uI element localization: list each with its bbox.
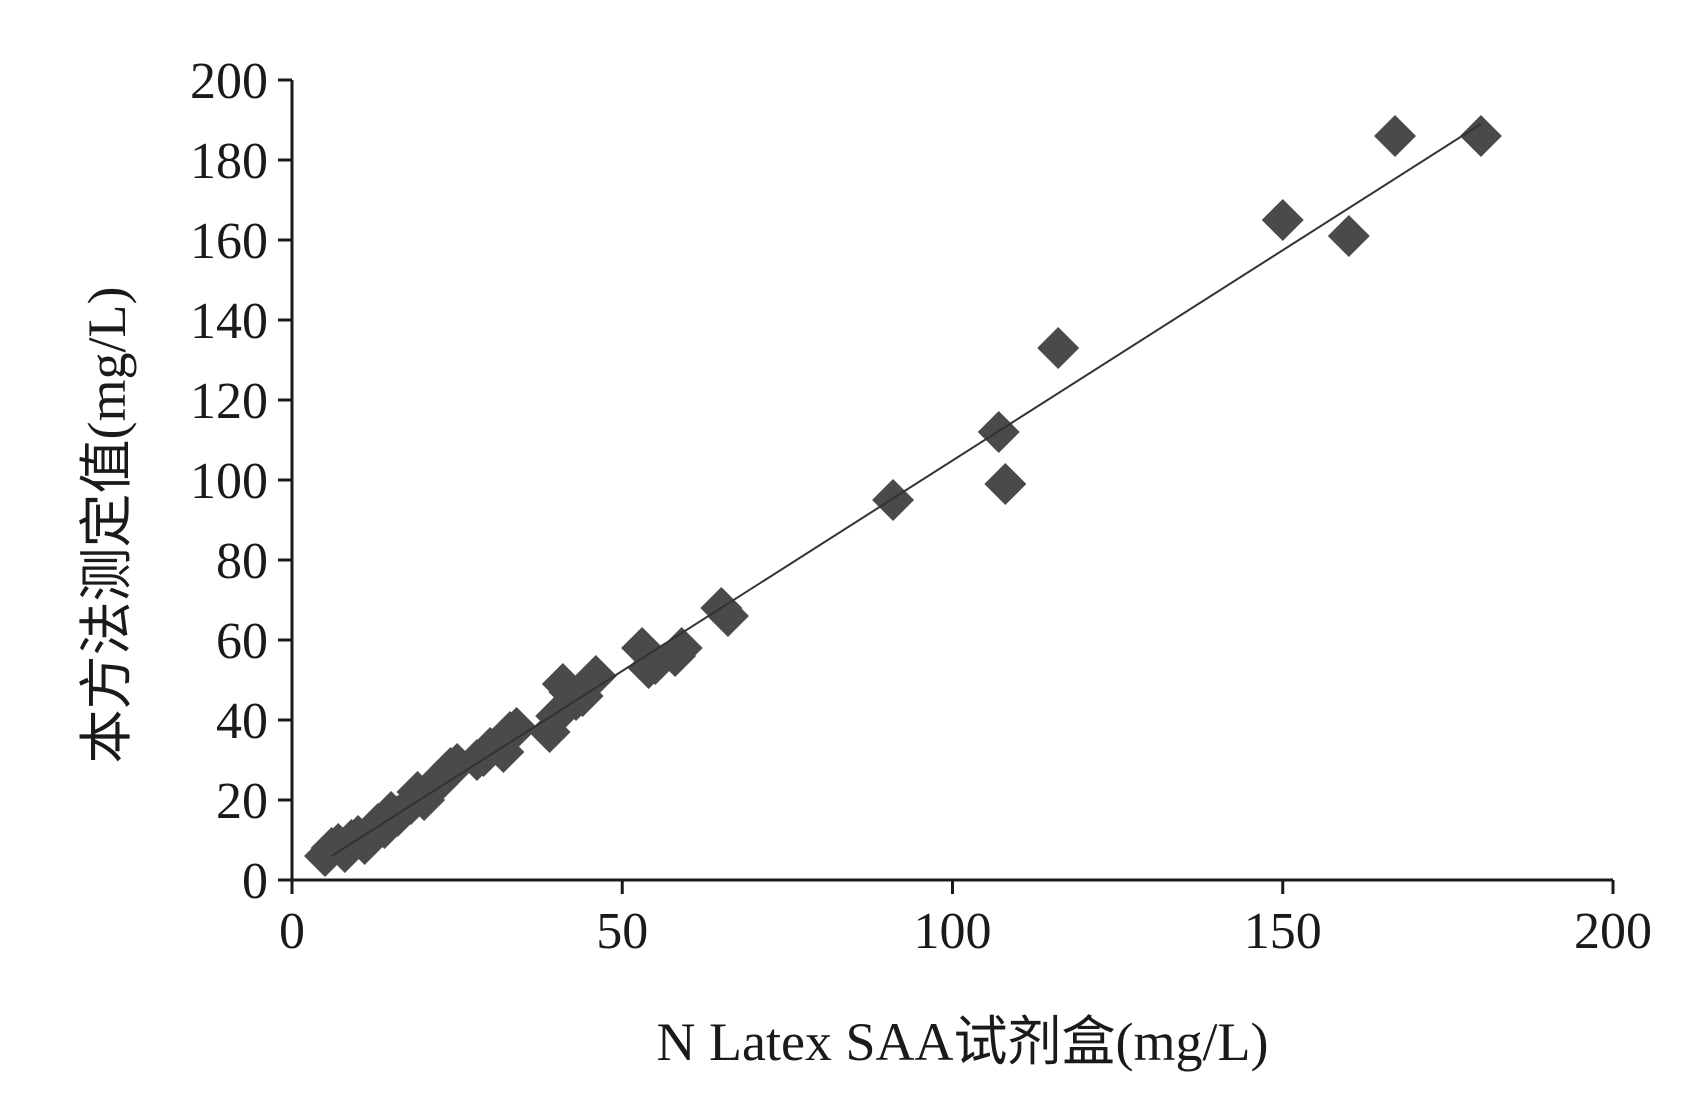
data-point [1459,115,1502,157]
data-point [1327,215,1370,257]
data-point [706,595,749,637]
trend-line [331,123,1482,857]
y-axis-ticks: 0 20 40 60 80 100 120 140 160 180 200 [190,53,292,910]
x-tick-label: 150 [1244,903,1322,960]
y-tick-label: 20 [216,773,268,830]
plot-area: 0 50 100 150 200 0 20 40 60 80 100 120 140 160 180 200 [190,53,1652,960]
y-tick-label: 140 [190,293,268,350]
data-points [304,115,1502,877]
x-axis-ticks: 0 50 100 150 200 [279,880,1652,960]
x-axis-title: N Latex SAA试剂盒(mg/L) [657,1012,1269,1072]
x-tick-label: 200 [1574,903,1652,960]
data-point [660,627,703,669]
data-point [1261,199,1304,241]
y-tick-label: 120 [190,373,268,430]
y-axis-title: 本方法测定值(mg/L) [77,287,137,764]
data-point [495,707,538,749]
data-point [1037,327,1080,369]
y-tick-label: 60 [216,613,268,670]
data-point [1374,115,1417,157]
y-tick-label: 80 [216,533,268,590]
data-point [984,463,1027,505]
y-tick-label: 40 [216,693,268,750]
data-point [872,479,915,521]
y-tick-label: 0 [242,853,268,910]
y-tick-label: 180 [190,133,268,190]
y-tick-label: 200 [190,53,268,110]
y-tick-label: 100 [190,453,268,510]
y-tick-label: 160 [190,213,268,270]
data-point [574,655,617,697]
x-tick-label: 100 [914,903,992,960]
x-tick-label: 50 [596,903,648,960]
x-tick-label: 0 [279,903,305,960]
